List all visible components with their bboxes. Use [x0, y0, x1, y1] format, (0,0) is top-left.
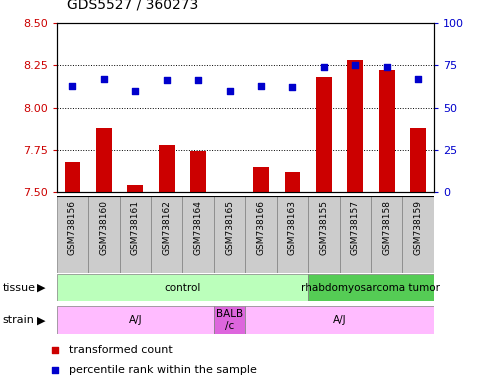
Point	[131, 88, 139, 94]
Bar	[119, 196, 151, 273]
Text: A/J: A/J	[333, 315, 347, 325]
Text: GSM738155: GSM738155	[319, 200, 328, 255]
Point	[414, 76, 422, 82]
Bar	[151, 196, 182, 273]
Bar	[308, 196, 340, 273]
Text: GSM738166: GSM738166	[256, 200, 266, 255]
Bar	[253, 167, 269, 192]
Text: percentile rank within the sample: percentile rank within the sample	[69, 364, 256, 375]
Point	[288, 84, 296, 90]
Text: GSM738165: GSM738165	[225, 200, 234, 255]
Bar	[245, 196, 277, 273]
Point	[69, 83, 76, 89]
Point	[100, 76, 108, 82]
Text: strain: strain	[2, 315, 35, 325]
Bar	[96, 128, 112, 192]
Text: GDS5527 / 360273: GDS5527 / 360273	[67, 0, 198, 12]
Point	[226, 88, 234, 94]
Point	[320, 64, 328, 70]
Bar	[379, 70, 394, 192]
Bar	[284, 172, 300, 192]
Bar	[308, 274, 434, 301]
Text: GSM738158: GSM738158	[382, 200, 391, 255]
Bar	[182, 196, 214, 273]
Text: A/J: A/J	[129, 315, 142, 325]
Bar	[88, 196, 119, 273]
Text: GSM738160: GSM738160	[99, 200, 108, 255]
Bar	[348, 60, 363, 192]
Text: GSM738157: GSM738157	[351, 200, 360, 255]
Text: GSM738159: GSM738159	[414, 200, 423, 255]
Text: GSM738164: GSM738164	[194, 200, 203, 255]
Text: tissue: tissue	[2, 283, 35, 293]
Point	[163, 78, 171, 84]
Text: transformed count: transformed count	[69, 345, 173, 355]
Text: GSM738162: GSM738162	[162, 200, 171, 255]
Text: rhabdomyosarcoma tumor: rhabdomyosarcoma tumor	[302, 283, 440, 293]
Text: GSM738156: GSM738156	[68, 200, 77, 255]
Point	[194, 78, 202, 84]
Text: GSM738161: GSM738161	[131, 200, 140, 255]
Bar	[190, 151, 206, 192]
Bar	[65, 162, 80, 192]
Text: ▶: ▶	[37, 283, 45, 293]
Bar	[277, 196, 308, 273]
Bar	[371, 196, 402, 273]
Bar	[214, 306, 245, 334]
Point	[383, 64, 390, 70]
Bar	[410, 128, 426, 192]
Bar	[316, 77, 332, 192]
Point	[314, 260, 321, 266]
Point	[257, 83, 265, 89]
Bar	[159, 145, 175, 192]
Bar	[57, 306, 214, 334]
Bar	[57, 196, 88, 273]
Bar	[402, 196, 434, 273]
Bar	[127, 185, 143, 192]
Point	[314, 79, 321, 86]
Point	[352, 62, 359, 68]
Bar	[340, 196, 371, 273]
Bar	[214, 196, 246, 273]
Text: GSM738163: GSM738163	[288, 200, 297, 255]
Bar	[57, 274, 308, 301]
Text: BALB
/c: BALB /c	[216, 310, 243, 331]
Bar	[245, 306, 434, 334]
Text: control: control	[164, 283, 201, 293]
Text: ▶: ▶	[37, 315, 45, 325]
